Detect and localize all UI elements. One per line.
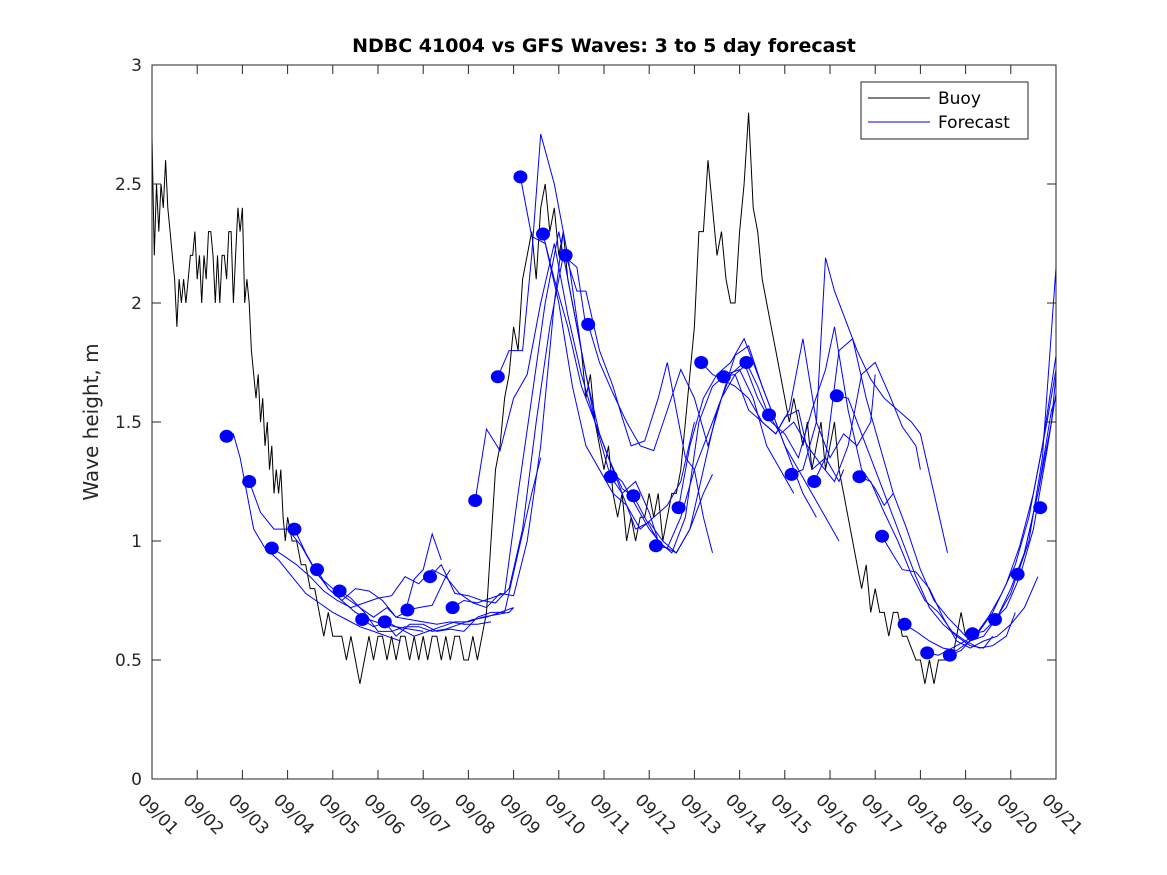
forecast-marker [513,170,528,184]
forecast-run-line-28 [859,476,1016,649]
forecast-marker [649,539,663,553]
forecast-marker [784,467,799,481]
forecast-run-line-35 [1017,267,1056,575]
forecast-marker [445,601,460,615]
forecast-marker [875,529,889,543]
forecast-marker [310,563,324,577]
forecast-run-line-29 [881,535,1039,649]
forecast-marker [807,475,822,488]
forecast-marker [671,501,686,515]
forecast-run-line-22 [723,338,876,459]
forecast-marker [287,522,302,536]
legend-box [860,81,1029,140]
forecast-run-line-27 [836,395,994,649]
forecast-run-line-20 [678,337,840,542]
forecast-run-line-25 [791,257,948,554]
forecast-marker [400,603,415,617]
forecast-marker [355,613,370,626]
forecast-marker [1033,501,1048,515]
forecast-marker [829,389,844,403]
chart-title: NDBC 41004 vs GFS Waves: 3 to 5 day fore… [352,35,856,57]
forecast-run-line-32 [949,355,1056,656]
forecast-marker [1010,567,1025,581]
y-tick-label: 2 [131,294,142,314]
forecast-run-line-8 [407,231,564,611]
forecast-marker [264,541,279,555]
forecast-run-line-3 [293,528,442,618]
y-tick-label: 1 [131,532,142,552]
forecast-run-line-12 [497,133,659,542]
forecast-marker [739,356,754,369]
forecast-run-line-34 [994,393,1056,620]
forecast-run-line-0 [226,433,401,642]
forecast-marker [920,646,935,660]
forecast-run-line-26 [813,337,971,642]
forecast-marker [423,570,437,584]
forecast-marker [603,470,618,484]
y-tick-label: 3 [131,56,142,76]
forecast-run-line-23 [745,326,894,507]
forecast-marker [852,470,867,484]
forecast-marker [581,317,596,331]
y-tick-label: 1.5 [115,413,142,433]
forecast-marker [965,627,980,641]
forecast-marker [332,584,347,598]
forecast-marker [377,615,392,629]
forecast-marker [558,248,573,262]
forecast-marker [490,370,505,384]
forecast-marker [468,494,483,507]
forecast-marker [716,370,731,384]
forecast-marker [694,356,709,369]
forecast-marker [897,617,912,631]
y-axis-label: Wave height, m [79,343,103,500]
forecast-marker [242,475,257,488]
y-tick-label: 0 [131,770,142,790]
forecast-marker [536,227,550,241]
y-tick-label: 0.5 [115,651,142,671]
forecast-run-line-15 [565,255,713,554]
legend: Buoy Forecast [860,81,1029,140]
forecast-marker [942,648,957,662]
forecast-marker [626,489,641,503]
forecast-run-line-7 [384,457,542,637]
forecast-marker [219,429,234,443]
y-tick-label: 2.5 [115,175,142,195]
buoy-series-line [152,112,967,684]
legend-buoy-label: Buoy [938,89,981,109]
plot-area [152,112,1056,684]
forecast-marker [762,408,776,422]
forecast-marker [988,613,1002,626]
forecast-run-line-24 [768,361,921,483]
legend-forecast-label: Forecast [938,113,1010,133]
